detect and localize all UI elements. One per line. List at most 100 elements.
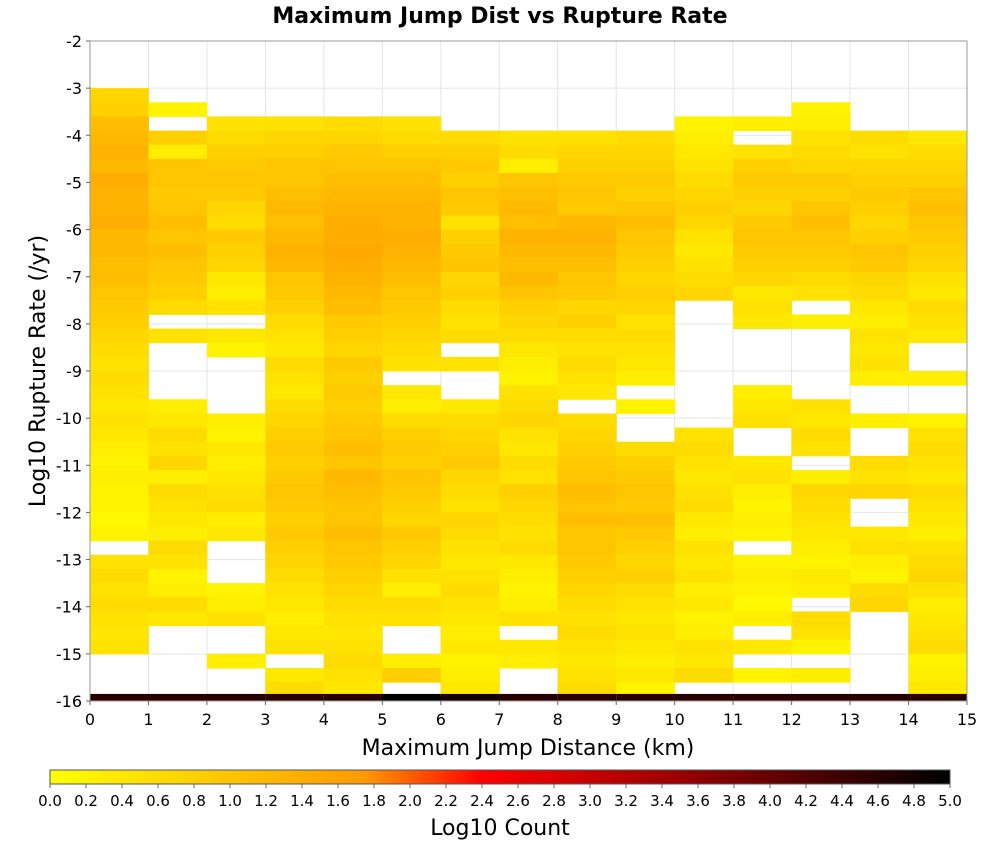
- heatmap-cell: [265, 526, 325, 542]
- heatmap-cell: [616, 173, 676, 188]
- y-tick-label: -16: [56, 692, 82, 711]
- heatmap-cell: [440, 201, 500, 216]
- heatmap-cell: [850, 314, 910, 330]
- heatmap-cell: [206, 597, 266, 612]
- heatmap-cell: [499, 257, 559, 273]
- heatmap-cell: [557, 484, 617, 499]
- heatmap-cell: [674, 229, 734, 245]
- heatmap-cell: [499, 272, 559, 287]
- heatmap-cell: [382, 583, 442, 598]
- heatmap-cell: [908, 597, 968, 612]
- colorbar-tick-label: 0.4: [110, 792, 134, 810]
- heatmap-cell: [323, 625, 383, 641]
- heatmap-cell: [557, 441, 617, 457]
- heatmap-cell: [908, 554, 968, 570]
- heatmap-cell: [265, 158, 325, 174]
- heatmap-cell: [850, 229, 910, 245]
- heatmap-cell: [733, 455, 793, 471]
- heatmap-cell: [908, 328, 968, 344]
- heatmap-cell: [616, 371, 676, 386]
- heatmap-cell: [382, 187, 442, 202]
- heatmap-cell: [382, 597, 442, 612]
- colorbar-tick-label: 4.8: [902, 792, 926, 810]
- heatmap-cell: [90, 512, 149, 528]
- heatmap-cell: [791, 286, 851, 301]
- heatmap-cell: [733, 286, 793, 301]
- heatmap-cell: [323, 215, 383, 231]
- heatmap-cell: [90, 583, 149, 598]
- heatmap-cell: [206, 328, 266, 344]
- heatmap-cell: [382, 286, 442, 301]
- heatmap-cell: [382, 413, 442, 429]
- heatmap-cell: [791, 272, 851, 287]
- heatmap-cell: [499, 356, 559, 372]
- heatmap-cell: [90, 597, 149, 612]
- heatmap-cell: [499, 158, 559, 174]
- heatmap-cell: [382, 484, 442, 499]
- heatmap-cell: [557, 286, 617, 301]
- heatmap-cell: [557, 300, 617, 315]
- heatmap-cell: [206, 130, 266, 146]
- heatmap-cell: [90, 569, 149, 584]
- heatmap-cell: [733, 257, 793, 273]
- heatmap-cell: [499, 470, 559, 485]
- heatmap-cell: [323, 342, 383, 358]
- heatmap-cell: [148, 484, 208, 499]
- colorbar-tick-label: 4.4: [830, 792, 854, 810]
- heatmap-cell: [90, 455, 149, 471]
- heatmap-cell: [499, 342, 559, 358]
- heatmap-cell: [148, 144, 208, 160]
- heatmap-cell: [850, 554, 910, 570]
- heatmap-cell: [148, 441, 208, 457]
- heatmap-cell: [440, 512, 500, 528]
- heatmap-cell: [90, 625, 149, 641]
- heatmap-cell: [499, 144, 559, 160]
- heatmap-cell: [90, 116, 149, 132]
- heatmap-cell: [499, 286, 559, 301]
- heatmap-cell: [382, 611, 442, 627]
- y-tick-label: -12: [56, 503, 82, 522]
- heatmap-cell: [148, 427, 208, 443]
- heatmap-cell: [733, 484, 793, 499]
- heatmap-cell: [265, 668, 325, 683]
- heatmap-cell: [557, 498, 617, 513]
- heatmap-cell: [382, 300, 442, 315]
- heatmap-cell: [908, 187, 968, 202]
- heatmap-cell: [616, 201, 676, 216]
- heatmap-cell: [908, 286, 968, 301]
- colorbar-label: Log10 Count: [430, 816, 570, 841]
- heatmap-cell: [791, 201, 851, 216]
- heatmap-cell: [791, 554, 851, 570]
- heatmap-cell: [850, 158, 910, 174]
- heatmap-cell: [90, 201, 149, 216]
- heatmap-cell: [206, 512, 266, 528]
- heatmap-cell: [382, 257, 442, 273]
- heatmap-cell: [323, 639, 383, 655]
- heatmap-cell: [791, 215, 851, 231]
- heatmap-cell: [616, 314, 676, 330]
- heatmap-cell: [908, 512, 968, 528]
- heatmap-cell: [557, 597, 617, 612]
- heatmap-cell: [265, 257, 325, 273]
- heatmap-cell: [206, 611, 266, 627]
- heatmap-cell: [850, 413, 910, 429]
- heatmap-cell: [499, 229, 559, 245]
- heatmap-cell: [499, 215, 559, 231]
- heatmap-cell: [499, 441, 559, 457]
- x-tick-label: 5: [377, 710, 387, 729]
- heatmap-cell: [733, 229, 793, 245]
- heatmap-cell: [557, 413, 617, 429]
- heatmap-cell: [499, 597, 559, 612]
- heatmap-cell: [850, 693, 910, 702]
- heatmap-cell: [733, 399, 793, 414]
- heatmap-cell: [90, 257, 149, 273]
- heatmap-cell: [908, 441, 968, 457]
- heatmap-cell: [499, 583, 559, 598]
- heatmap-cell: [733, 668, 793, 683]
- y-axis-ticks: -2 -3 -4 -5 -6 -7 -8 -9 -10 -11 -12 -13 -14 -15 -16: [56, 32, 90, 711]
- heatmap-cell: [850, 540, 910, 556]
- heatmap-cell: [440, 173, 500, 188]
- heatmap-cell: [850, 243, 910, 259]
- heatmap-cell: [382, 512, 442, 528]
- heatmap-cell: [908, 484, 968, 499]
